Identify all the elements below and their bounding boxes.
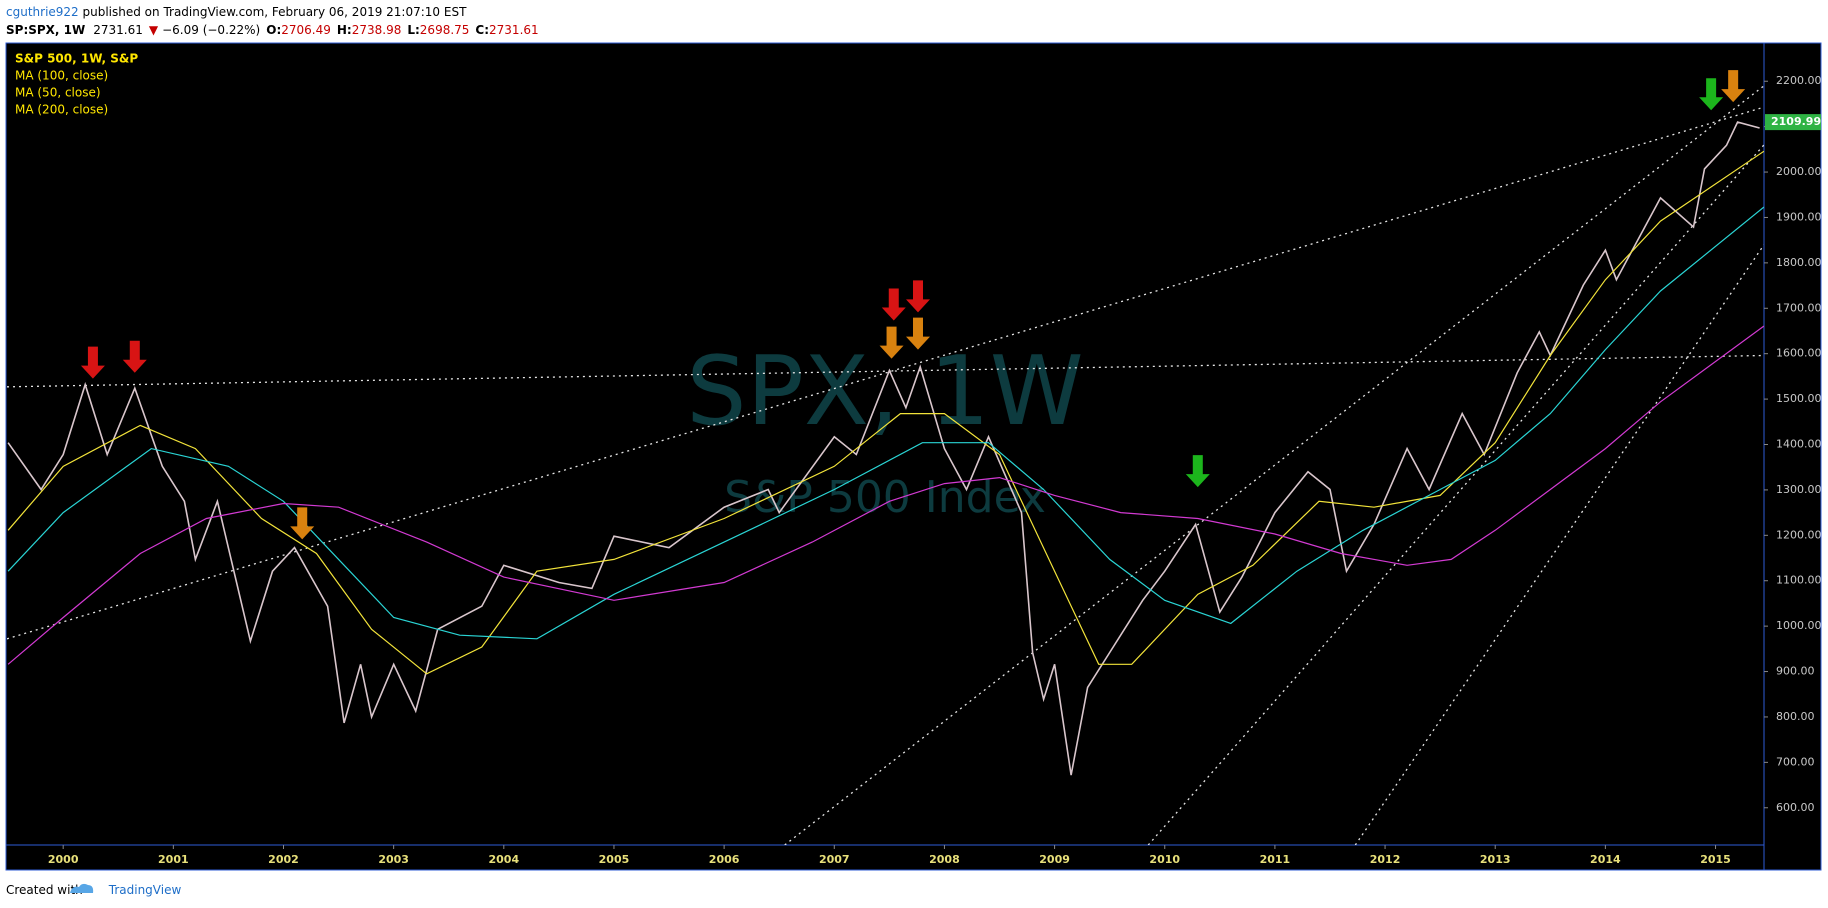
annotation-arrow <box>905 317 930 350</box>
y-tick-label: 1400.00 <box>1776 438 1822 451</box>
trendline <box>1354 244 1764 845</box>
price-line <box>7 121 1760 776</box>
x-tick-label: 2012 <box>1370 853 1401 866</box>
author[interactable]: cguthrie922 <box>6 5 79 19</box>
axes: 600.00 700.00 800.00 900.00 1000.00 1100.00 12… <box>48 74 1822 866</box>
direction: ▼ <box>149 23 159 37</box>
x-tick-label: 2006 <box>709 853 740 866</box>
created-with: Created with <box>6 883 83 897</box>
x-tick-label: 2013 <box>1480 853 1511 866</box>
y-tick-label: 1000.00 <box>1776 619 1822 632</box>
footer: Created with TradingView <box>6 883 181 897</box>
annotation-arrow <box>80 346 105 379</box>
watermark: SPX, 1W <box>686 337 1083 447</box>
y-tick-label: 1200.00 <box>1776 528 1822 541</box>
y-tick-label: 600.00 <box>1776 801 1815 814</box>
close: 2731.61 <box>489 23 539 37</box>
brand-logo <box>70 883 94 893</box>
x-tick-label: 2002 <box>268 853 299 866</box>
y-tick-label: 1900.00 <box>1776 210 1822 223</box>
x-tick-label: 2005 <box>599 853 630 866</box>
open-label: O: <box>266 23 281 37</box>
low: 2698.75 <box>420 23 470 37</box>
published: published on TradingView.com, February 0… <box>79 5 467 19</box>
y-tick-label: 800.00 <box>1776 710 1815 723</box>
x-tick-label: 2000 <box>48 853 79 866</box>
annotation-arrow <box>122 340 147 373</box>
y-tick-label: 1100.00 <box>1776 574 1822 587</box>
x-tick-label: 2011 <box>1260 853 1291 866</box>
x-tick-label: 2003 <box>378 853 409 866</box>
open: 2706.49 <box>281 23 331 37</box>
moving-average <box>7 206 1764 640</box>
watermark-subtitle: S&P 500 Index <box>724 472 1046 523</box>
x-tick-label: 2009 <box>1039 853 1070 866</box>
y-tick-label: 2200.00 <box>1776 74 1822 87</box>
moving-average <box>7 325 1764 665</box>
close-label: C: <box>475 23 489 37</box>
annotation-arrow <box>1185 455 1210 488</box>
annotation-arrow <box>905 280 930 313</box>
x-tick-label: 2015 <box>1700 853 1731 866</box>
y-tick-label: 1600.00 <box>1776 347 1822 360</box>
low-label: L: <box>407 23 419 37</box>
legend-entry: S&P 500, 1W, S&P <box>15 52 138 66</box>
x-tick-label: 2007 <box>819 853 850 866</box>
change: −6.09 (−0.22%) <box>162 23 260 37</box>
symbol: SP:SPX, 1W <box>6 23 85 37</box>
brand[interactable]: TradingView <box>108 883 182 897</box>
high: 2738.98 <box>352 23 402 37</box>
x-tick-label: 2004 <box>488 853 519 866</box>
annotation-arrow <box>879 326 904 359</box>
moving-average <box>7 150 1764 675</box>
annotation-arrow <box>290 507 315 540</box>
y-tick-label: 1700.00 <box>1776 301 1822 314</box>
last-price-label: 2109.99 <box>1771 115 1821 128</box>
header-line: cguthrie922 published on TradingView.com… <box>6 5 467 19</box>
symbol-line: SP:SPX, 1W 2731.61 ▼ −6.09 (−0.22%) O:2706.4… <box>6 23 539 37</box>
x-tick-label: 2010 <box>1149 853 1180 866</box>
x-tick-label: 2014 <box>1590 853 1621 866</box>
trendline <box>7 354 1764 388</box>
last-price-tag <box>1765 114 1821 131</box>
plot <box>7 70 1764 845</box>
y-tick-label: 1300.00 <box>1776 483 1822 496</box>
y-tick-label: 1800.00 <box>1776 256 1822 269</box>
legend-entry: MA (100, close) <box>15 69 108 83</box>
y-tick-label: 900.00 <box>1776 665 1815 678</box>
last: 2731.61 <box>93 23 143 37</box>
legend-entry: MA (50, close) <box>15 86 101 100</box>
high-label: H: <box>337 23 352 37</box>
legend-entry: MA (200, close) <box>15 103 108 117</box>
x-tick-label: 2001 <box>158 853 189 866</box>
y-tick-label: 1500.00 <box>1776 392 1822 405</box>
legend: S&P 500, 1W, S&P MA (100, close) MA (50, c… <box>15 52 138 117</box>
annotation-arrow <box>1721 70 1746 103</box>
annotation-arrow <box>881 288 906 321</box>
trendline <box>784 85 1764 845</box>
y-tick-label: 2000.00 <box>1776 165 1822 178</box>
y-tick-label: 700.00 <box>1776 755 1815 768</box>
x-tick-label: 2008 <box>929 853 960 866</box>
annotation-arrow <box>1699 78 1724 111</box>
